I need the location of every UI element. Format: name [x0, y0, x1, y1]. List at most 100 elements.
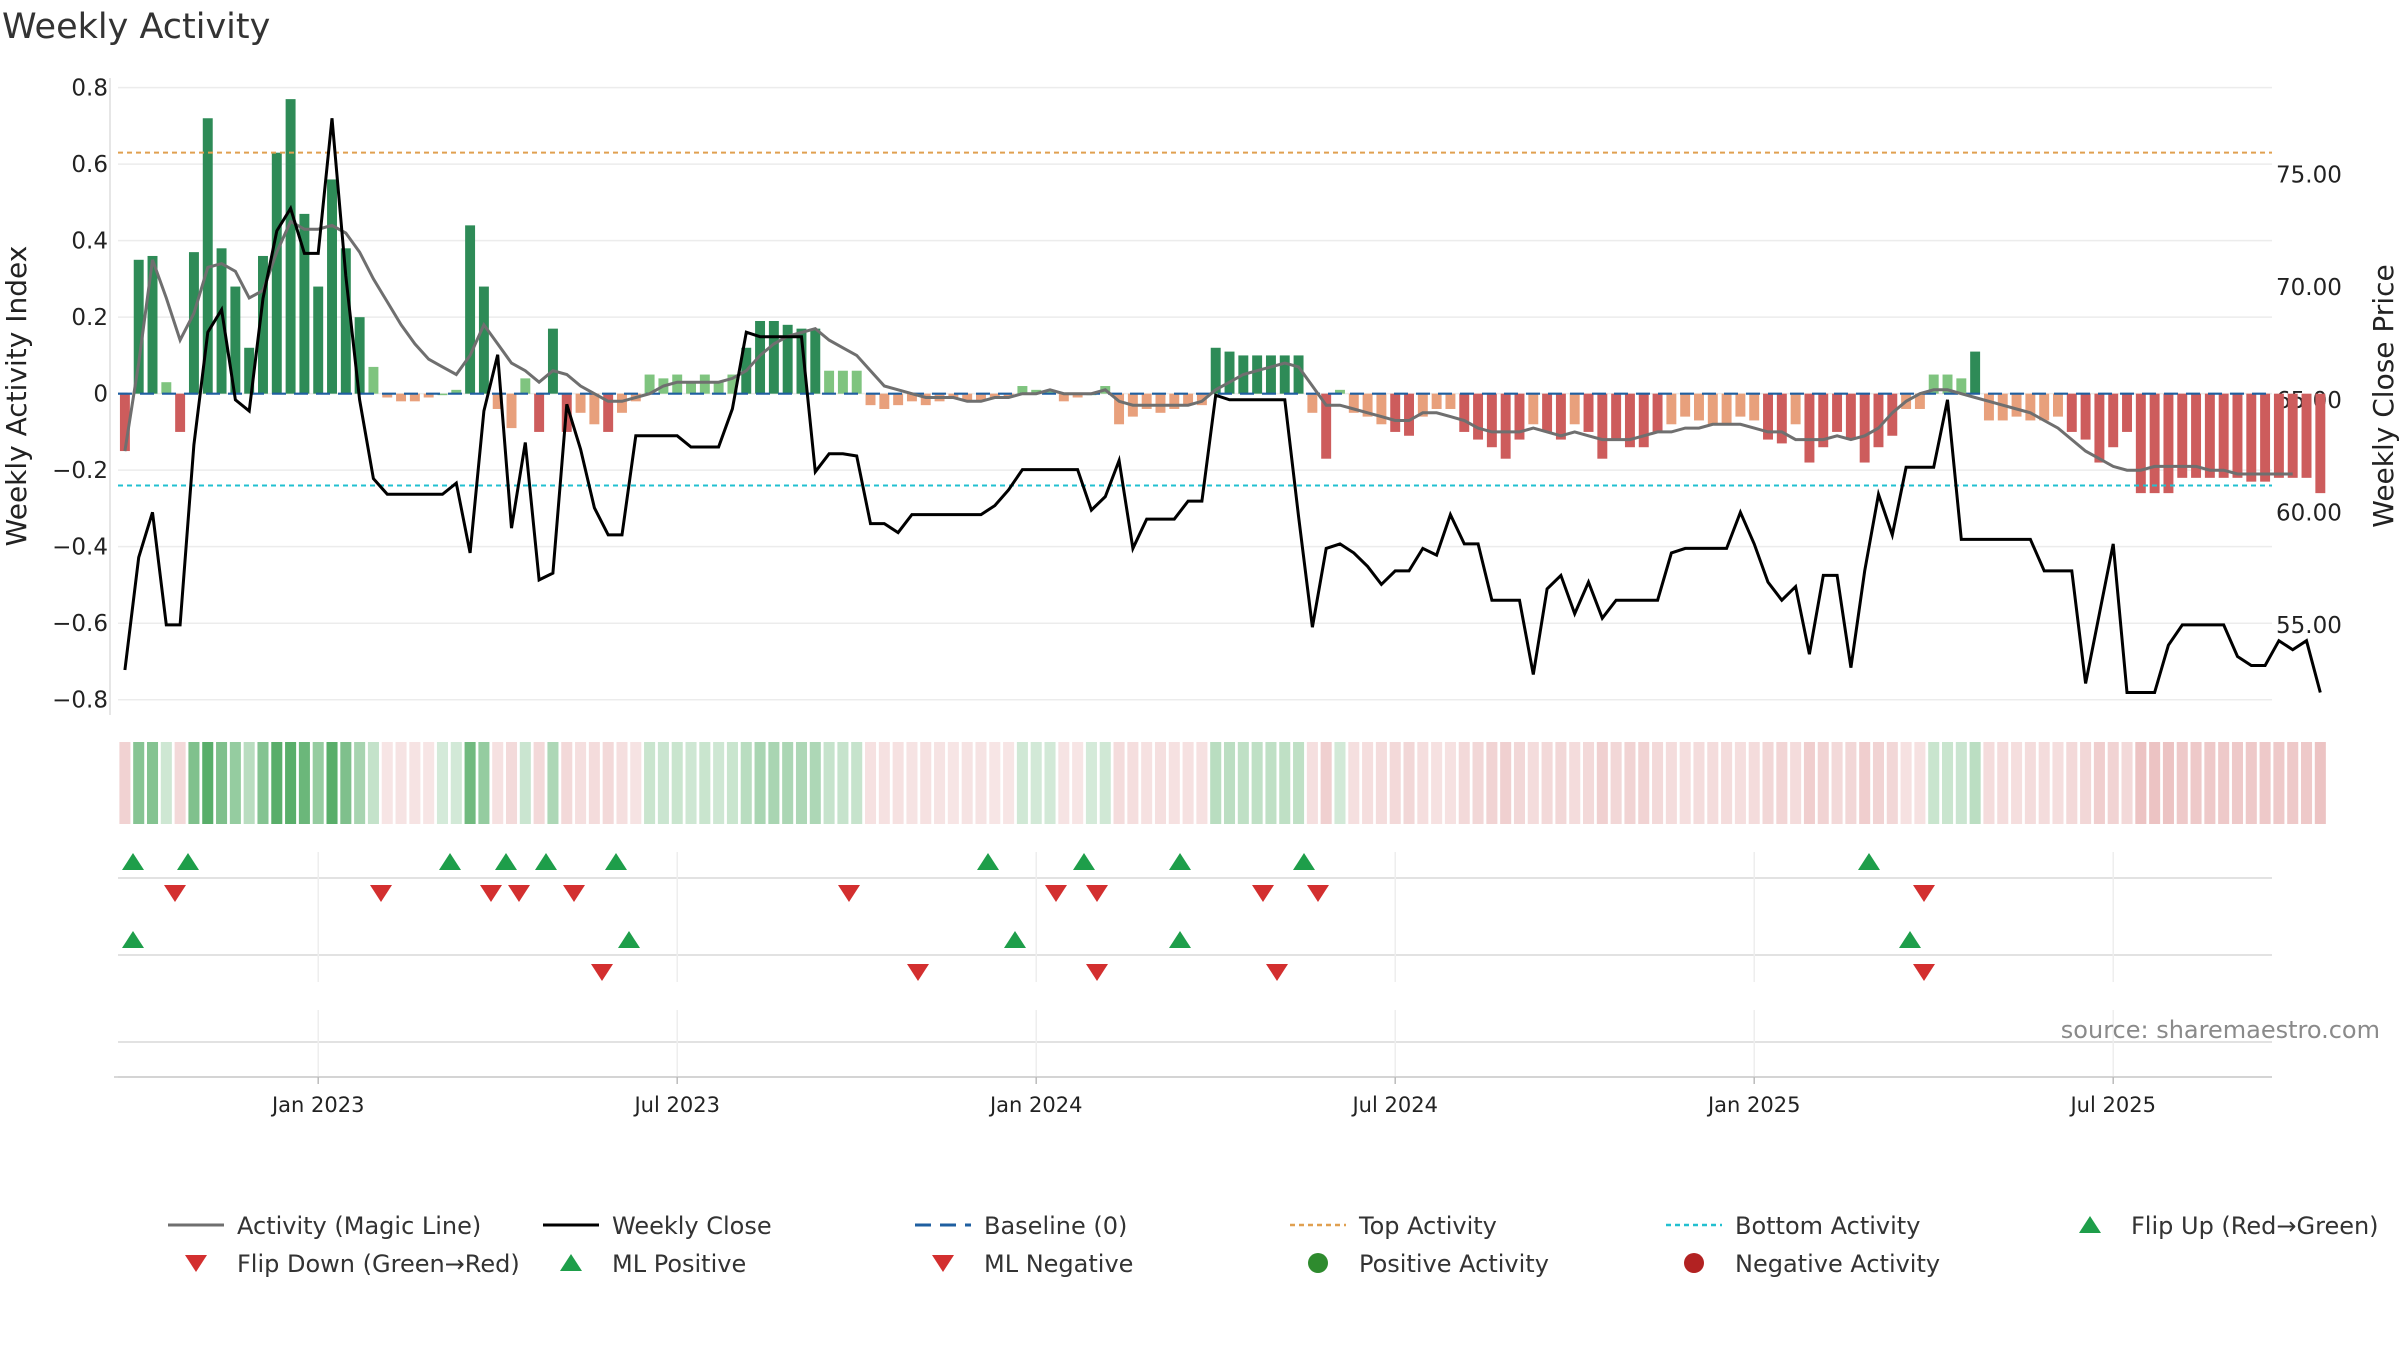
activity-bar	[851, 370, 862, 394]
activity-bar	[782, 324, 793, 394]
activity-bar	[1459, 393, 1470, 432]
heat-strip-cell	[1431, 742, 1443, 824]
activity-bar	[492, 393, 503, 409]
activity-bar	[1707, 393, 1718, 425]
heat-strip-cell	[1362, 742, 1374, 824]
activity-bar	[202, 118, 213, 394]
heat-strip-cell	[2135, 742, 2147, 824]
flip-up-marker	[495, 853, 517, 870]
activity-bar	[465, 225, 476, 394]
legend-label: Positive Activity	[1359, 1250, 1549, 1278]
heat-strip-cell	[1375, 742, 1387, 824]
activity-bar	[313, 286, 324, 394]
ml-positive-marker	[1004, 931, 1026, 948]
heat-strip-cell	[671, 742, 683, 824]
heat-strip-cell	[602, 742, 614, 824]
heat-strip-cell	[906, 742, 918, 824]
heat-strip-cell	[2107, 742, 2119, 824]
legend-item: Activity (Magic Line)	[168, 1212, 481, 1240]
activity-bar	[1624, 393, 1635, 448]
x-tick-label: Jul 2024	[1350, 1093, 1437, 1117]
ml-negative-marker	[1086, 964, 1108, 981]
heat-strip-cell	[395, 742, 407, 824]
heat-strip-cell	[685, 742, 697, 824]
activity-bar	[1845, 393, 1856, 440]
activity-bar	[1500, 393, 1511, 459]
heat-strip-cell	[1403, 742, 1415, 824]
activity-bar	[354, 317, 365, 394]
y-tick-label: −0.6	[52, 611, 108, 637]
legend-item: ML Negative	[932, 1250, 1133, 1278]
activity-bar	[2053, 393, 2063, 417]
activity-bar	[1997, 393, 2008, 421]
activity-bar	[1058, 393, 1069, 402]
flip-down-marker	[1086, 885, 1108, 902]
heat-strip-cell	[1348, 742, 1360, 824]
activity-bar	[244, 347, 255, 394]
y-axis-label: Weekly Activity Index	[0, 246, 33, 547]
activity-bar	[147, 255, 158, 394]
activity-bar	[2149, 393, 2160, 494]
flip-down-marker	[480, 885, 502, 902]
heat-strip-cell	[1472, 742, 1484, 824]
heat-strip-cell	[1928, 742, 1940, 824]
heat-strip-cell	[243, 742, 255, 824]
activity-bar	[727, 374, 738, 394]
heat-strip-cell	[2273, 742, 2285, 824]
heat-strip-cell	[1210, 742, 1222, 824]
flip-up-marker	[1073, 853, 1095, 870]
heat-strip-cell	[1817, 742, 1829, 824]
heat-strip-cell	[754, 742, 766, 824]
activity-bar	[1183, 393, 1194, 406]
heat-strip-cell	[630, 742, 642, 824]
heat-strip-cell	[381, 742, 393, 824]
flip-up-marker	[439, 853, 461, 870]
heat-strip-cell	[1237, 742, 1249, 824]
ml-negative-marker	[1913, 964, 1935, 981]
heat-strip-cell	[1969, 742, 1981, 824]
activity-bar	[271, 152, 282, 394]
heat-strip-cell	[1693, 742, 1705, 824]
activity-bar	[382, 393, 393, 398]
heat-strip-cell	[202, 742, 214, 824]
heat-strip-cell	[2176, 742, 2188, 824]
heat-strip-cell	[1500, 742, 1512, 824]
activity-bar	[1942, 374, 1953, 394]
ml-negative-marker	[1266, 964, 1288, 981]
heat-strip-cell	[1458, 742, 1470, 824]
heat-strip-cell	[1624, 742, 1636, 824]
activity-bar	[865, 393, 876, 406]
heat-strip-cell	[947, 742, 959, 824]
legend-label: ML Negative	[984, 1250, 1133, 1278]
activity-bar	[1265, 355, 1276, 394]
heat-strip-cell	[1306, 742, 1318, 824]
legend-item: Weekly Close	[543, 1212, 772, 1240]
activity-bar	[1293, 355, 1304, 394]
activity-bar	[1721, 393, 1732, 425]
activity-bar	[1486, 393, 1497, 448]
activity-bar	[589, 393, 600, 425]
activity-bar	[1763, 393, 1773, 440]
flip-down-marker	[563, 885, 585, 902]
heat-strip-cell	[1072, 742, 1084, 824]
activity-bar	[2218, 393, 2229, 478]
heat-strip-cell	[1555, 742, 1567, 824]
activity-bar	[1072, 393, 1083, 398]
activity-bar	[230, 286, 241, 394]
heat-strip-cell	[2287, 742, 2299, 824]
activity-bar	[1404, 393, 1414, 436]
flip-down-marker	[1045, 885, 1067, 902]
heat-strip-cell	[1182, 742, 1194, 824]
heat-strip-cell	[1679, 742, 1691, 824]
activity-bar	[1638, 393, 1649, 448]
activity-bar	[216, 248, 227, 394]
legend: Activity (Magic Line) Weekly Close Baselin…	[168, 1212, 2379, 1278]
activity-bar	[478, 286, 489, 394]
activity-bar	[1790, 393, 1801, 425]
activity-bar	[1611, 393, 1622, 440]
heat-strip-cell	[423, 742, 435, 824]
heat-strip-cell	[1914, 742, 1926, 824]
activity-bar	[824, 370, 835, 394]
activity-bar	[1114, 393, 1125, 425]
legend-item: Flip Up (Red→Green)	[2079, 1212, 2379, 1240]
